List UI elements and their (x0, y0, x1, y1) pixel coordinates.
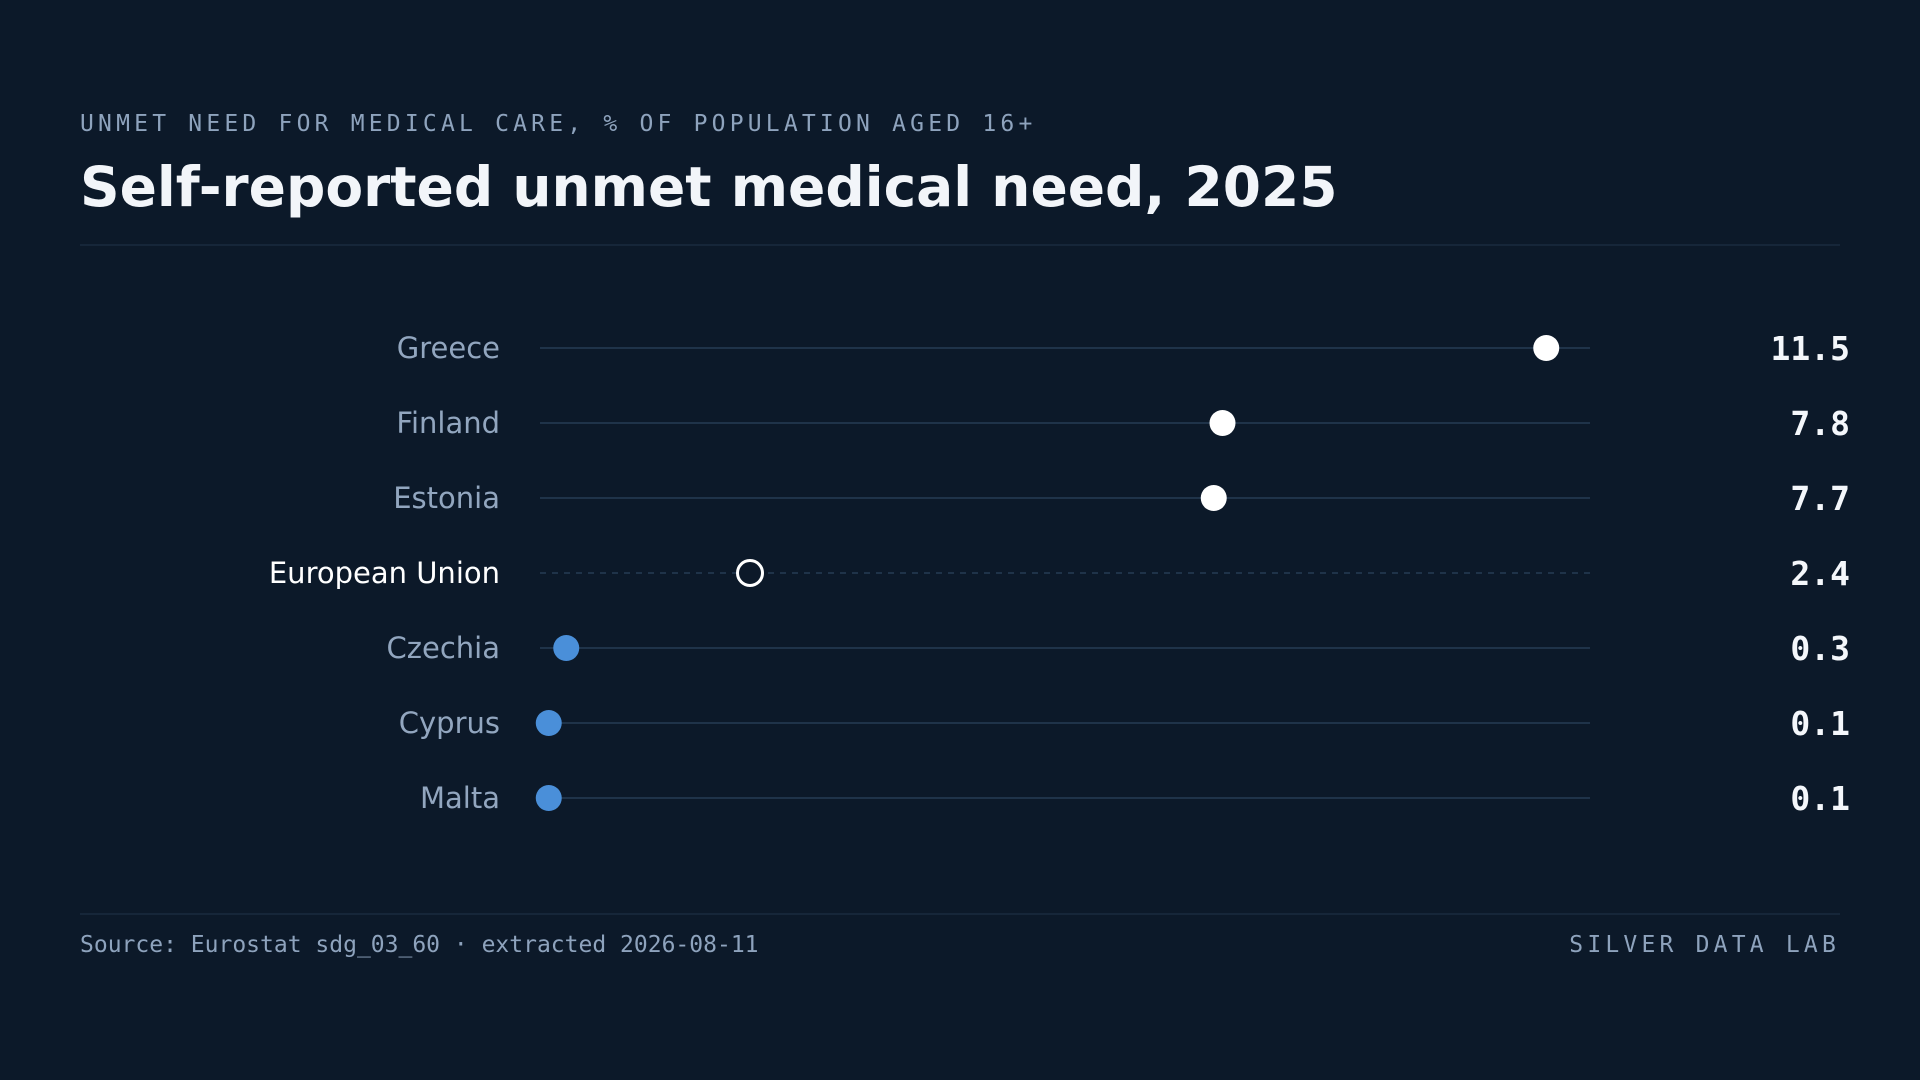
row-cyprus: Cyprus 0.1 (399, 704, 1850, 743)
value-label-greece: 11.5 (1771, 329, 1850, 368)
row-malta: Malta 0.1 (420, 779, 1850, 818)
dot-finland (1209, 410, 1236, 436)
row-label-european-union: European Union (269, 556, 500, 590)
chart-eyebrow: UNMET NEED FOR MEDICAL CARE, % OF POPULA… (80, 111, 1037, 137)
row-estonia: Estonia 7.7 (393, 479, 1850, 518)
value-label-european-union: 2.4 (1790, 554, 1850, 593)
row-label-estonia: Estonia (393, 481, 500, 515)
row-label-cyprus: Cyprus (399, 706, 500, 740)
value-label-malta: 0.1 (1790, 779, 1850, 818)
row-label-finland: Finland (396, 406, 500, 440)
brand-label: SILVER DATA LAB (1569, 932, 1840, 958)
source-note: Source: Eurostat sdg_03_60 · extracted 2… (80, 932, 759, 958)
dot-greece (1533, 335, 1560, 361)
dot-estonia (1200, 485, 1227, 511)
value-label-cyprus: 0.1 (1790, 704, 1850, 743)
row-label-malta: Malta (420, 781, 500, 815)
dot-czechia (553, 635, 580, 661)
value-label-czechia: 0.3 (1790, 629, 1850, 668)
row-finland: Finland 7.8 (396, 404, 1850, 443)
value-label-finland: 7.8 (1790, 404, 1850, 443)
chart-title: Self-reported unmet medical need, 2025 (80, 155, 1338, 219)
row-czechia: Czechia 0.3 (387, 629, 1850, 668)
row-european-union: European Union 2.4 (269, 554, 1850, 593)
dot-cyprus (535, 710, 562, 736)
dot-malta (535, 785, 562, 811)
row-label-czechia: Czechia (387, 631, 500, 665)
row-label-greece: Greece (397, 331, 500, 365)
value-label-estonia: 7.7 (1790, 479, 1850, 518)
row-greece: Greece 11.5 (397, 329, 1850, 368)
chart-rows: Greece 11.5 Finland 7.8 Estonia 7.7 European U… (269, 329, 1850, 818)
dot-european-union (736, 559, 764, 587)
